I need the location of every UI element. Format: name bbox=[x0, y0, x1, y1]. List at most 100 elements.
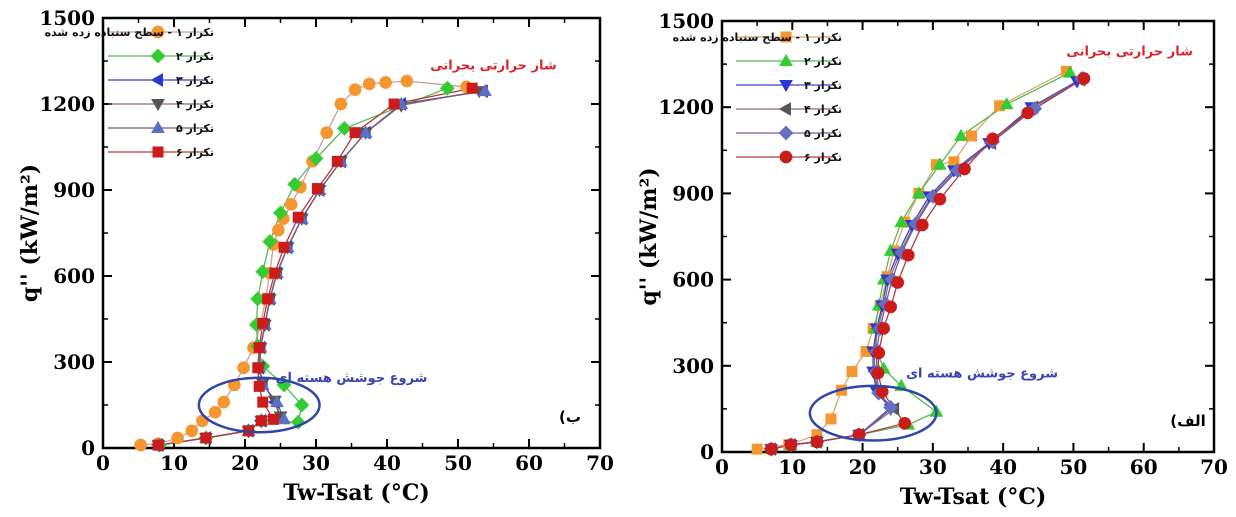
data-point bbox=[348, 83, 362, 96]
boiling-onset-annotation: شروع جوشش هسته ای bbox=[276, 371, 428, 386]
data-point bbox=[276, 377, 292, 393]
data-point bbox=[252, 362, 264, 374]
legend-label: تکرار ۴ bbox=[804, 103, 842, 116]
data-point bbox=[185, 424, 199, 438]
data-point bbox=[294, 397, 310, 413]
y-tick-label: 1500 bbox=[658, 9, 714, 33]
y-tick-label: 900 bbox=[53, 178, 95, 202]
data-point bbox=[852, 428, 866, 442]
data-point bbox=[810, 435, 824, 449]
x-tick-label: 20 bbox=[849, 455, 877, 479]
y-tick-label: 1200 bbox=[39, 92, 95, 116]
data-point bbox=[846, 366, 858, 378]
data-point bbox=[257, 396, 269, 408]
chart-panel-a: 0 10 20 30 40 50 60 70 0 300 600 900 1200 1500 Tw-Tsat… bbox=[636, 9, 1228, 510]
data-point bbox=[362, 77, 376, 91]
legend-marker bbox=[779, 53, 793, 66]
data-point bbox=[784, 438, 798, 452]
data-point bbox=[262, 293, 274, 305]
data-point bbox=[358, 125, 373, 138]
data-point bbox=[277, 412, 291, 425]
data-point bbox=[901, 248, 915, 262]
data-point bbox=[1021, 106, 1035, 120]
data-point bbox=[915, 218, 929, 232]
data-point bbox=[320, 126, 333, 139]
data-point bbox=[950, 162, 965, 178]
data-point bbox=[292, 211, 304, 223]
legend-marker bbox=[151, 120, 165, 133]
critical-heat-flux-annotation: شار حرارتی بحرانی bbox=[430, 59, 556, 74]
data-point bbox=[898, 416, 912, 430]
data-point bbox=[400, 74, 414, 88]
data-point bbox=[966, 130, 978, 142]
legend-label: تکرار ۳ bbox=[176, 74, 214, 87]
data-point bbox=[825, 413, 837, 425]
data-point bbox=[877, 322, 890, 335]
data-point bbox=[986, 132, 999, 146]
data-point bbox=[257, 317, 269, 329]
data-point bbox=[349, 127, 361, 139]
data-point bbox=[237, 361, 250, 375]
x-tick-label: 30 bbox=[919, 455, 947, 479]
legend: تکرار ۱ - سطح سنباده زده شده تکرار ۲ تکرار… bbox=[45, 25, 214, 159]
series-points-2 bbox=[152, 80, 455, 453]
data-point bbox=[871, 366, 885, 380]
data-point bbox=[954, 128, 968, 141]
series-points-6 bbox=[764, 72, 1091, 456]
legend-marker bbox=[151, 25, 165, 39]
data-point bbox=[311, 183, 323, 195]
data-point bbox=[872, 346, 886, 360]
legend-label: تکرار ۶ bbox=[804, 151, 842, 164]
legend-label: تکرار ۴ bbox=[176, 98, 214, 111]
data-point bbox=[334, 97, 348, 111]
y-tick-label: 600 bbox=[53, 264, 95, 288]
data-point bbox=[134, 438, 147, 452]
data-point bbox=[255, 264, 271, 280]
data-point bbox=[284, 198, 298, 211]
data-point bbox=[883, 400, 899, 415]
legend-label: تکرار ۳ bbox=[804, 79, 842, 92]
boiling-onset-annotation: شروع جوشش هسته ای bbox=[906, 366, 1058, 381]
x-tick-label: 60 bbox=[515, 451, 543, 475]
legend-label: تکرار ۱ - سطح سنباده زده شده bbox=[45, 26, 214, 39]
data-point bbox=[925, 188, 941, 204]
x-tick-label: 0 bbox=[715, 455, 729, 479]
data-point bbox=[439, 80, 455, 96]
x-tick-label: 70 bbox=[586, 451, 614, 475]
data-point bbox=[287, 176, 303, 192]
y-tick-label: 0 bbox=[81, 436, 95, 460]
x-axis-label: Tw-Tsat (°C) bbox=[283, 480, 430, 506]
data-point bbox=[958, 162, 971, 176]
legend-marker bbox=[152, 146, 164, 158]
data-point bbox=[272, 223, 285, 237]
y-tick-label: 1500 bbox=[39, 6, 95, 30]
x-tick-label: 40 bbox=[373, 451, 401, 475]
legend-marker bbox=[150, 73, 163, 87]
data-point bbox=[331, 155, 343, 167]
data-point bbox=[379, 76, 392, 89]
x-tick-label: 10 bbox=[778, 455, 806, 479]
data-point bbox=[308, 151, 324, 166]
x-tick-label: 40 bbox=[989, 455, 1017, 479]
x-tick-label: 60 bbox=[1130, 455, 1158, 479]
y-tick-label: 1200 bbox=[658, 95, 714, 119]
data-point bbox=[336, 120, 352, 136]
data-point bbox=[764, 442, 778, 456]
legend-label: تکرار ۵ bbox=[176, 122, 214, 135]
y-tick-label: 300 bbox=[53, 350, 95, 374]
x-tick-label: 0 bbox=[96, 451, 110, 475]
data-point bbox=[262, 234, 278, 250]
data-point bbox=[875, 385, 889, 398]
x-tick-label: 50 bbox=[1060, 455, 1088, 479]
data-point bbox=[388, 98, 400, 110]
data-point bbox=[208, 405, 222, 419]
data-point bbox=[466, 82, 478, 94]
data-point bbox=[933, 192, 947, 206]
legend-marker bbox=[778, 125, 794, 141]
legend-label: تکرار ۲ bbox=[176, 50, 214, 63]
data-point bbox=[999, 97, 1014, 110]
legend-label: تکرار ۶ bbox=[176, 146, 214, 159]
data-point bbox=[933, 157, 947, 170]
